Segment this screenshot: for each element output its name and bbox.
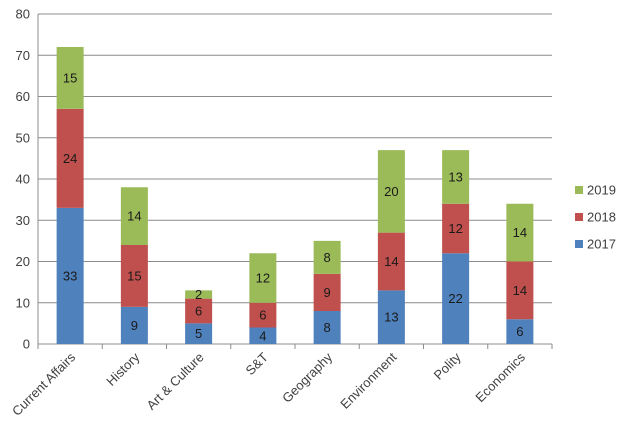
x-tick-label: Art & Culture bbox=[144, 350, 207, 413]
y-tick-label: 60 bbox=[16, 89, 30, 104]
bar-2017-1 bbox=[120, 306, 148, 344]
data-label: 24 bbox=[63, 151, 77, 166]
legend-swatch-2019 bbox=[575, 186, 583, 194]
data-label: 12 bbox=[256, 271, 270, 286]
bar-2017-2 bbox=[185, 323, 213, 344]
bar-2019-5 bbox=[377, 150, 405, 233]
legend-swatch-2017 bbox=[575, 240, 583, 248]
x-tick-label: Economics bbox=[472, 349, 528, 405]
bars bbox=[56, 47, 534, 344]
data-label: 6 bbox=[195, 304, 202, 319]
x-tick-label: Polity bbox=[431, 349, 464, 382]
bar-2018-6 bbox=[442, 203, 470, 254]
data-label: 9 bbox=[324, 285, 331, 300]
data-label: 8 bbox=[324, 250, 331, 265]
y-tick-label: 30 bbox=[16, 213, 30, 228]
y-tick-label: 50 bbox=[16, 130, 30, 145]
data-label: 14 bbox=[384, 254, 398, 269]
x-tick-label: Current Affairs bbox=[9, 349, 79, 419]
data-label: 20 bbox=[384, 184, 398, 199]
legend-swatch-2018 bbox=[575, 213, 583, 221]
data-label: 14 bbox=[513, 283, 527, 298]
axes bbox=[37, 14, 553, 349]
bar-2018-3 bbox=[249, 302, 277, 328]
bar-2018-2 bbox=[185, 298, 213, 324]
bar-2019-3 bbox=[249, 253, 277, 303]
bar-2017-3 bbox=[249, 327, 277, 344]
data-label: 12 bbox=[448, 221, 462, 236]
data-label: 22 bbox=[448, 291, 462, 306]
data-label: 15 bbox=[127, 268, 141, 283]
gridlines bbox=[38, 13, 552, 304]
data-label: 14 bbox=[513, 225, 527, 240]
bar-2017-6 bbox=[442, 253, 470, 344]
bar-2017-7 bbox=[506, 319, 534, 344]
data-label: 33 bbox=[63, 268, 77, 283]
data-label: 6 bbox=[516, 324, 523, 339]
data-label: 9 bbox=[131, 318, 138, 333]
bar-2018-7 bbox=[506, 261, 534, 320]
x-tick-label: S&T bbox=[243, 349, 272, 378]
y-tick-label: 20 bbox=[16, 254, 30, 269]
y-tick-label: 70 bbox=[16, 48, 30, 63]
bar-2019-2 bbox=[185, 290, 213, 299]
data-label: 13 bbox=[448, 169, 462, 184]
data-label: 4 bbox=[259, 328, 266, 343]
legend: 2019 2018 2017 bbox=[575, 183, 616, 252]
bar-2018-0 bbox=[56, 108, 84, 208]
x-tick-label: Environment bbox=[337, 349, 399, 411]
y-tick-label: 80 bbox=[16, 7, 30, 22]
bar-2019-7 bbox=[506, 203, 534, 262]
x-tick-label: History bbox=[103, 349, 143, 389]
legend-label: 2018 bbox=[587, 210, 616, 225]
bar-2017-5 bbox=[377, 290, 405, 344]
bar-2017-4 bbox=[313, 311, 341, 344]
y-tick-label: 10 bbox=[16, 295, 30, 310]
legend-label: 2017 bbox=[587, 237, 616, 252]
data-label: 15 bbox=[63, 70, 77, 85]
bar-2018-5 bbox=[377, 232, 405, 291]
bar-2019-0 bbox=[56, 47, 84, 109]
bar-2019-1 bbox=[120, 187, 148, 245]
legend-label: 2019 bbox=[587, 183, 616, 198]
data-label: 14 bbox=[127, 209, 141, 224]
y-tick-label: 40 bbox=[16, 172, 30, 187]
bar-2019-4 bbox=[313, 240, 341, 274]
bar-2018-1 bbox=[120, 245, 148, 307]
bar-2018-4 bbox=[313, 273, 341, 311]
data-label: 2 bbox=[195, 287, 202, 302]
data-label: 13 bbox=[384, 310, 398, 325]
y-tick-label: 0 bbox=[23, 337, 30, 352]
x-tick-label: Geography bbox=[279, 349, 335, 405]
data-label: 5 bbox=[195, 326, 202, 341]
data-label: 6 bbox=[259, 308, 266, 323]
bar-2019-6 bbox=[442, 150, 470, 204]
bar-2017-0 bbox=[56, 207, 84, 344]
data-label: 8 bbox=[324, 320, 331, 335]
